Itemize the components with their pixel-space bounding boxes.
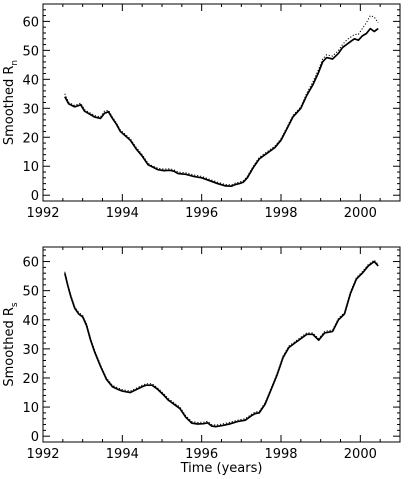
- bottom-series-dotted: [64, 259, 379, 426]
- top-y-tick-label: 20: [22, 131, 39, 146]
- bottom-y-tick-label: 0: [31, 430, 39, 445]
- top-y-tick-label: 30: [22, 102, 39, 117]
- bottom-y-tick-label: 20: [22, 372, 39, 387]
- bottom-y-tick-label: 40: [22, 314, 39, 329]
- top-y-tick-label: 0: [31, 189, 39, 204]
- top-x-tick-label: 1996: [185, 206, 218, 221]
- bottom-series: [63, 259, 379, 428]
- top-y-tick-label: 60: [22, 15, 39, 30]
- bottom-y-axis-title-subscript: s: [10, 302, 20, 307]
- bottom-y-axis-title: Smoothed Rs: [2, 302, 20, 387]
- bottom-plot-frame: [42, 246, 401, 443]
- top-x-tick-label: 2000: [344, 206, 377, 221]
- top-plot-frame: [42, 3, 401, 202]
- bottom-y-tick-label: 30: [22, 343, 39, 358]
- top-series-dotted: [64, 14, 379, 186]
- top-y-tick-label: 50: [22, 44, 39, 59]
- top-y-axis-title-main: Smoothed R: [2, 66, 17, 146]
- bottom-ticks: 1992 1994 1996 1998 2000 0 10 20 30 40 50 60: [22, 247, 401, 462]
- top-ticks: 1992 1994 1996 1998 2000 0 10 20 30 40 50 60: [22, 3, 401, 221]
- bottom-x-tick-label: 1992: [26, 447, 59, 462]
- bottom-x-tick-label: 1996: [185, 447, 218, 462]
- bottom-y-tick-label: 50: [22, 285, 39, 300]
- bottom-x-tick-label: 1994: [106, 447, 139, 462]
- bottom-y-tick-label: 60: [22, 256, 39, 271]
- bottom-x-axis-title: Time (years): [180, 461, 263, 476]
- bottom-y-tick-label: 10: [22, 401, 39, 416]
- top-y-tick-label: 40: [22, 73, 39, 88]
- top-y-axis-title-subscript: n: [10, 60, 20, 66]
- top-series-solid: [64, 27, 379, 188]
- top-x-tick-label: 1994: [106, 206, 139, 221]
- top-panel: 1992 1994 1996 1998 2000 0 10 20 30 40 50 60 Smooth…: [2, 3, 401, 221]
- top-x-tick-label: 1992: [26, 206, 59, 221]
- top-series: [64, 14, 379, 188]
- bottom-series-solid: [63, 260, 379, 428]
- bottom-panel: 1992 1994 1996 1998 2000 0 10 20 30 40 50 60 Smooth…: [2, 246, 401, 476]
- top-y-tick-label: 10: [22, 160, 39, 175]
- top-x-tick-label: 1998: [264, 206, 297, 221]
- bottom-y-axis-title-main: Smoothed R: [2, 307, 17, 387]
- bottom-x-tick-label: 2000: [344, 447, 377, 462]
- bottom-x-tick-label: 1998: [264, 447, 297, 462]
- top-y-axis-title: Smoothed Rn: [2, 60, 20, 145]
